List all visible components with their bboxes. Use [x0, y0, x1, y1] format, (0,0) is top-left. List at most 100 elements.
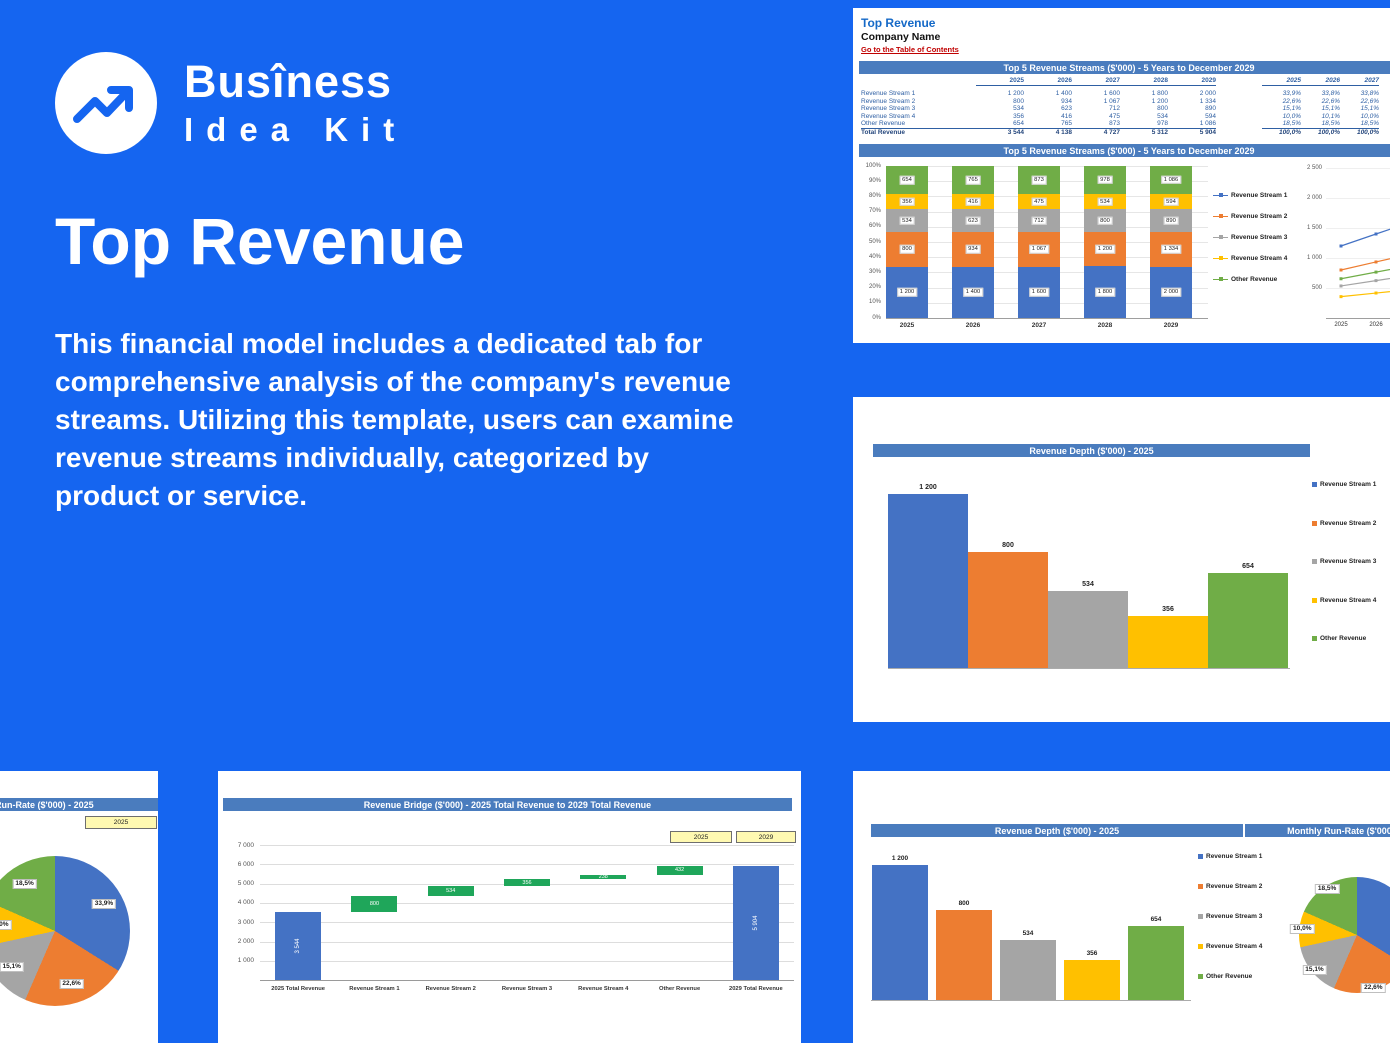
- data-label: 800: [1097, 216, 1113, 225]
- bar: [1000, 939, 1056, 1000]
- stacked-segment: 623: [952, 209, 994, 233]
- run-rate-pie-chart: 33,9% 22,6% 15,1% 10,0% 18,5%: [0, 771, 158, 1043]
- legend-swatch: [1198, 974, 1203, 979]
- x-axis-label: 2025: [899, 322, 915, 329]
- gridline: [1326, 288, 1390, 289]
- data-label: 873: [1031, 175, 1047, 185]
- legend-item: Revenue Stream 3: [1312, 558, 1376, 565]
- y-axis-label: 60%: [868, 223, 881, 230]
- axis-line: [871, 1000, 1191, 1001]
- legend-marker-point: [1218, 214, 1223, 219]
- page-title: Top Revenue: [55, 204, 465, 278]
- x-axis-label: Other Revenue: [658, 986, 701, 992]
- y-axis-label: 70%: [868, 208, 881, 215]
- sheet-title: Top Revenue: [861, 16, 936, 30]
- data-label: 623: [965, 216, 981, 226]
- data-label: 800: [1002, 542, 1014, 549]
- year-slicer[interactable]: 2025: [85, 816, 157, 829]
- data-label: 356: [1162, 606, 1174, 614]
- stacked-segment: 2 000: [1150, 266, 1192, 318]
- pie-data-label: 22,6%: [1361, 982, 1386, 993]
- stacked-segment: 416: [952, 194, 994, 210]
- bar: [872, 865, 928, 1000]
- legend-label: Revenue Stream 1: [1231, 192, 1288, 199]
- pie-data-label: 10,0%: [0, 920, 12, 931]
- axis-line: [1326, 318, 1390, 319]
- legend-marker: [1213, 214, 1228, 219]
- y-axis-label: 30%: [868, 268, 881, 275]
- data-label: 1 200: [891, 855, 909, 862]
- line-chart-svg: [1339, 228, 1390, 299]
- gridline: [260, 845, 794, 846]
- brand-wordmark: Busîness Idea Kit: [184, 56, 407, 149]
- legend-item: Revenue Stream 3: [1213, 234, 1287, 241]
- legend-item: Revenue Stream 2: [1312, 520, 1376, 527]
- pie-data-label: 33,9%: [91, 898, 117, 909]
- toc-link[interactable]: Go to the Table of Contents: [861, 45, 959, 54]
- axis-line: [260, 980, 794, 982]
- data-label: 1 200: [1095, 245, 1115, 254]
- x-axis-label: 2026: [965, 322, 981, 329]
- data-label: 1 067: [1029, 245, 1049, 254]
- y-axis-label: 4 000: [237, 899, 254, 907]
- stacked-segment: 1 200: [886, 266, 928, 318]
- data-label: 712: [1031, 216, 1047, 226]
- table-header-row: 2025 2026 2027 2028 2029 2025 2026 2027: [861, 77, 1387, 86]
- legend-item: Revenue Stream 4: [1198, 943, 1262, 950]
- legend-label: Revenue Stream 2: [1231, 213, 1288, 220]
- gridline: [260, 902, 794, 904]
- table-row: Total Revenue 3 544 4 138 4 727 5 312 5 904 10…: [861, 127, 1379, 136]
- data-label: 534: [1082, 580, 1094, 588]
- stacked-segment: 1 200: [1084, 232, 1126, 267]
- x-axis-label: 2029: [1163, 322, 1179, 329]
- gridline: [1326, 258, 1390, 259]
- waterfall-bar: 356: [504, 879, 550, 886]
- table-header-bar: Top 5 Revenue Streams ($'000) - 5 Years …: [859, 61, 1390, 74]
- legend-swatch: [1198, 884, 1203, 889]
- revenue-table: 2025 2026 2027 2028 2029 2025 2026 2027 Revenue …: [861, 77, 1387, 137]
- bridge-from-year-value: 2025: [693, 833, 709, 841]
- data-label: 3 544: [295, 938, 302, 954]
- stacked-bar-chart: 100% 90% 80% 70% 60% 50% 40% 30% 20% 10% 0% 1 200 80…: [853, 162, 1213, 338]
- bar: [1064, 959, 1120, 1000]
- data-label: 890: [1163, 216, 1179, 225]
- bar: [1128, 926, 1184, 1000]
- legend-swatch: [1198, 944, 1203, 949]
- legend-marker: [1213, 277, 1228, 282]
- data-label: 654: [1150, 916, 1162, 924]
- x-axis-label: Revenue Stream 3: [501, 986, 553, 992]
- gridline: [260, 960, 794, 962]
- data-label: 765: [965, 175, 981, 185]
- x-axis-label: Revenue Stream 2: [425, 986, 476, 992]
- legend-marker: [1213, 256, 1228, 261]
- data-label: 1 200: [919, 484, 937, 491]
- year-slicer-value: 2025: [113, 819, 129, 826]
- pie-data-label: 18,5%: [12, 879, 37, 889]
- legend-item: Revenue Stream 4: [1213, 255, 1287, 262]
- data-label: 654: [899, 175, 915, 185]
- gridline: [260, 941, 794, 943]
- revenue-depth-title: Revenue Depth ($'000) - 2025: [1029, 445, 1154, 456]
- combo-run-rate-pie-chart: 33,9%22,6%15,1%10,0%18,5%: [853, 771, 1390, 1043]
- legend-swatch: [1198, 854, 1203, 859]
- panel-top-revenue-sheet: Top Revenue Company Name Go to the Table…: [853, 8, 1390, 343]
- table-row: Other Revenue 654 765 873 978 1 086 18,5% 18,5%…: [861, 120, 1379, 127]
- bridge-from-year-slicer[interactable]: 2025: [670, 831, 732, 843]
- pie-data-label: 22,6%: [59, 979, 84, 990]
- legend-label: Revenue Stream 2: [1320, 519, 1377, 527]
- y-axis-label: 100%: [865, 162, 881, 169]
- y-axis-label: 3 000: [237, 918, 254, 926]
- data-label: 594: [1163, 197, 1179, 206]
- bridge-to-year-slicer[interactable]: 2029: [736, 831, 796, 843]
- stacked-segment: 765: [952, 166, 994, 195]
- waterfall-bar: 534: [427, 886, 474, 897]
- legend-swatch: [1312, 597, 1317, 603]
- company-name: Company Name: [861, 31, 941, 43]
- panel-revenue-bridge: Revenue Bridge ($'000) - 2025 Total Reve…: [218, 771, 801, 1043]
- stacked-segment: 534: [1084, 193, 1126, 210]
- legend-item: Revenue Stream 1: [1213, 192, 1287, 199]
- data-label: 5 904: [752, 915, 759, 931]
- bar: [1208, 573, 1288, 668]
- x-axis-label: 2025: [1334, 322, 1348, 328]
- gridline: [260, 922, 794, 924]
